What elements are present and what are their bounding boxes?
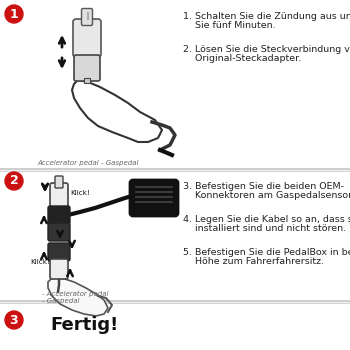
Text: - Accelerator pedal
- Gaspedal: - Accelerator pedal - Gaspedal: [42, 291, 108, 304]
Text: 1: 1: [10, 7, 18, 21]
Bar: [87, 12, 89, 20]
Text: 5. Befestigen Sie die PedalBox in bequemer: 5. Befestigen Sie die PedalBox in bequem…: [183, 248, 350, 257]
Text: installiert sind und nicht stören.: installiert sind und nicht stören.: [183, 224, 346, 233]
FancyBboxPatch shape: [50, 259, 68, 279]
FancyBboxPatch shape: [55, 176, 63, 188]
Text: Sie fünf Minuten.: Sie fünf Minuten.: [183, 21, 276, 30]
Text: 2: 2: [10, 175, 18, 188]
Text: 3. Befestigen Sie die beiden OEM-: 3. Befestigen Sie die beiden OEM-: [183, 182, 344, 191]
FancyBboxPatch shape: [82, 8, 92, 26]
Circle shape: [5, 172, 23, 190]
Bar: [0, 0, 350, 168]
Text: Fertig!: Fertig!: [50, 316, 118, 334]
Text: 2. Lösen Sie die Steckverbindung vom: 2. Lösen Sie die Steckverbindung vom: [183, 45, 350, 54]
Text: Höhe zum Fahrerfahrersitz.: Höhe zum Fahrerfahrersitz.: [183, 257, 324, 266]
Circle shape: [5, 311, 23, 329]
Text: 3: 3: [10, 314, 18, 327]
Bar: [84, 78, 90, 83]
FancyBboxPatch shape: [50, 183, 68, 207]
Text: Klick!: Klick!: [70, 190, 90, 196]
Text: 4. Legen Sie die Kabel so an, dass sie fest: 4. Legen Sie die Kabel so an, dass sie f…: [183, 215, 350, 224]
FancyBboxPatch shape: [130, 180, 178, 216]
FancyBboxPatch shape: [48, 243, 70, 261]
Text: Klick!: Klick!: [30, 259, 50, 265]
FancyBboxPatch shape: [48, 206, 70, 224]
Bar: [0, 172, 350, 300]
FancyBboxPatch shape: [74, 55, 100, 81]
Polygon shape: [72, 80, 162, 142]
Text: Original-Steckadapter.: Original-Steckadapter.: [183, 54, 301, 63]
Text: Konnektoren am Gaspedalsensor.: Konnektoren am Gaspedalsensor.: [183, 191, 350, 200]
Polygon shape: [48, 278, 108, 316]
Text: Accelerator pedal - Gaspedal: Accelerator pedal - Gaspedal: [37, 160, 139, 166]
FancyBboxPatch shape: [73, 19, 101, 57]
Bar: [0, 304, 350, 350]
FancyBboxPatch shape: [48, 223, 70, 241]
Text: 1. Schalten Sie die Zündung aus und warten: 1. Schalten Sie die Zündung aus und wart…: [183, 12, 350, 21]
Circle shape: [5, 5, 23, 23]
